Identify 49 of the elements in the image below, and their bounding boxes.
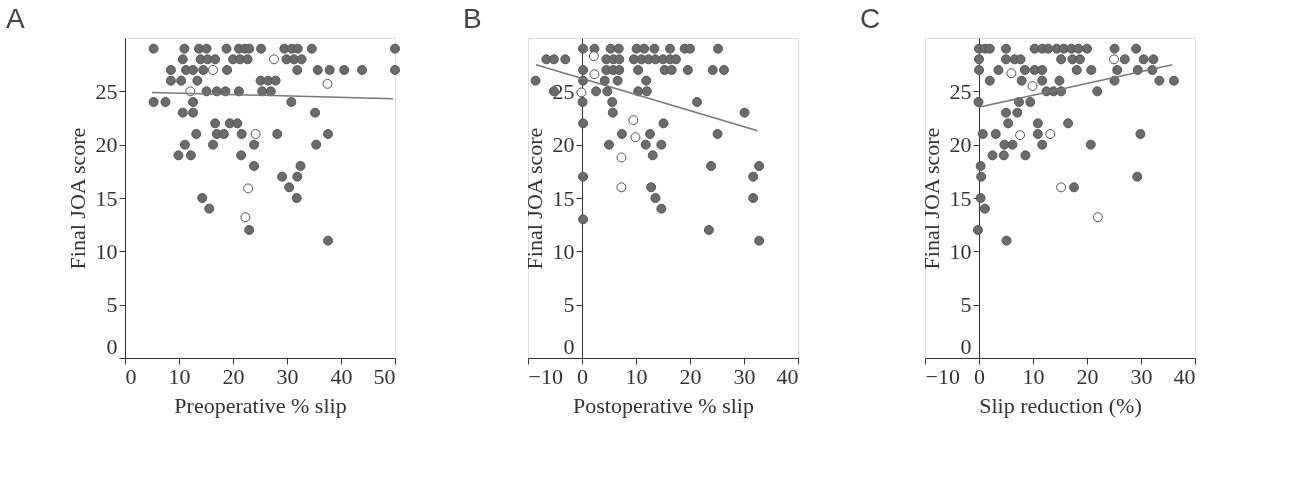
point	[243, 183, 254, 194]
x-tick-label: 40	[1173, 363, 1196, 389]
y-tick-label: 15	[949, 185, 972, 211]
y-tick-label: 25	[552, 78, 575, 104]
y-tick-label: 5	[563, 292, 575, 318]
x-tick-label: −10	[925, 363, 960, 389]
point	[240, 212, 251, 223]
x-axis-title: Postoperative % slip	[573, 392, 754, 418]
y-tick-label: 20	[95, 132, 118, 158]
chart-title: B	[463, 3, 482, 34]
x-tick-label: 0	[125, 363, 137, 389]
y-tick-label: 0	[960, 333, 972, 359]
x-tick-label: 10	[168, 363, 191, 389]
x-tick-label: −10	[528, 363, 563, 389]
y-tick-label: 5	[960, 292, 972, 318]
y-tick-label: 10	[949, 238, 972, 264]
chart-title: A	[6, 3, 25, 34]
chart-title: C	[860, 3, 881, 34]
x-axis-title: Slip reduction (%)	[979, 392, 1142, 418]
y-axis-title: Final JOA score	[521, 127, 547, 270]
x-tick-label: 10	[1022, 363, 1045, 389]
x-tick-label: 20	[222, 363, 245, 389]
point	[250, 129, 261, 139]
y-tick-label: 0	[106, 333, 118, 359]
point	[322, 78, 333, 89]
y-tick-label: 25	[95, 78, 118, 104]
y-axis-title: Final JOA score	[918, 127, 944, 270]
x-tick-label: 30	[1130, 363, 1153, 389]
x-tick-label: 50	[373, 363, 396, 389]
y-tick-label: 20	[949, 132, 972, 158]
y-tick-label: 25	[949, 78, 972, 104]
y-tick-label: 0	[563, 333, 575, 359]
x-tick-label: 10	[625, 363, 648, 389]
y-tick-label: 20	[552, 132, 575, 158]
point	[208, 65, 218, 75]
y-tick-label: 10	[552, 238, 575, 264]
y-tick-label: 5	[106, 292, 118, 318]
x-tick-label: 30	[276, 363, 299, 389]
y-axis-title: Final JOA score	[64, 127, 90, 270]
y-tick-label: 15	[95, 185, 118, 211]
x-tick-label: 40	[330, 363, 353, 389]
x-tick-label: 20	[1076, 363, 1099, 389]
point	[269, 54, 280, 65]
x-axis-title: Preoperative % slip	[174, 392, 347, 418]
x-tick-label: 30	[733, 363, 756, 389]
x-tick-label: 40	[776, 363, 799, 389]
x-tick-label: 20	[679, 363, 702, 389]
y-tick-label: 10	[95, 238, 118, 264]
y-tick-label: 15	[552, 185, 575, 211]
